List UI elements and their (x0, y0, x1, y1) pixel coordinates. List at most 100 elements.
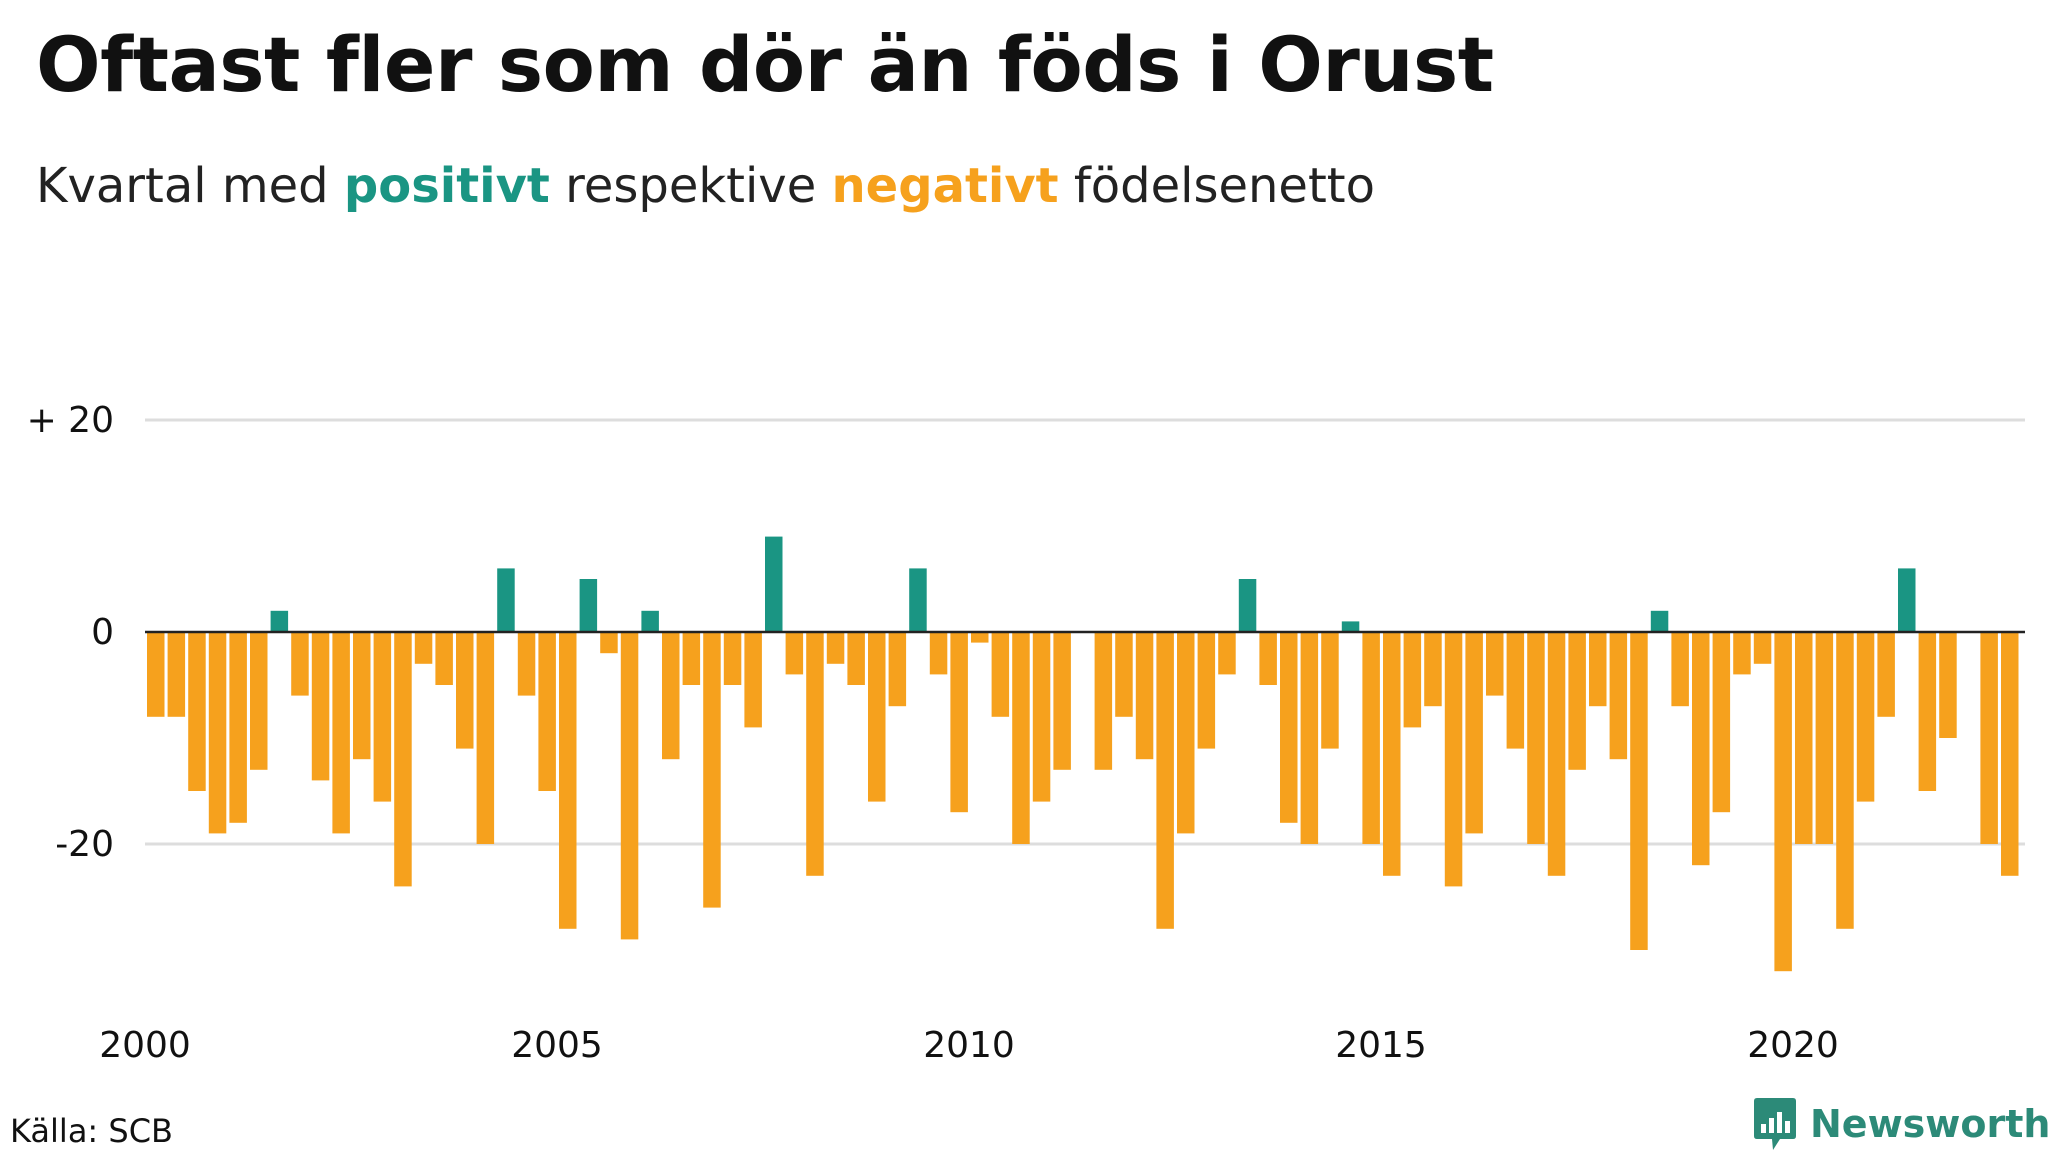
bar (1918, 632, 1937, 791)
bar (1403, 632, 1422, 728)
bar (208, 632, 227, 834)
brand-name: Newsworthy (1810, 1102, 2048, 1146)
bar (1939, 632, 1957, 738)
source-note: Källa: SCB (10, 1112, 173, 1150)
bar (826, 632, 845, 664)
bar (1053, 632, 1071, 770)
bar (1527, 632, 1545, 844)
chart-title: Oftast fler som dör än föds i Orust (36, 20, 1494, 109)
bar (1671, 632, 1689, 707)
bar (373, 632, 392, 802)
bar (1280, 632, 1298, 823)
bar (868, 632, 886, 802)
x-tick-label: 2010 (923, 1025, 1015, 1066)
bar (1589, 632, 1607, 707)
x-tick-label: 2000 (99, 1025, 191, 1066)
bar (1774, 632, 1792, 972)
bar (270, 610, 289, 632)
subtitle-suffix: födelsenetto (1058, 158, 1375, 214)
bar (147, 632, 165, 717)
bar (517, 632, 536, 696)
subtitle-middle: respektive (549, 158, 832, 214)
bar (785, 632, 804, 675)
x-tick-label: 2020 (1747, 1025, 1839, 1066)
bar (1733, 632, 1751, 675)
subtitle-prefix: Kvartal med (36, 158, 344, 214)
bar (1197, 632, 1216, 749)
bar (456, 632, 474, 749)
bar (2001, 632, 2019, 876)
bar (1898, 568, 1916, 632)
bar (1259, 632, 1277, 685)
bar (723, 632, 742, 685)
bar (1135, 632, 1154, 760)
bar (703, 632, 721, 908)
bar (1815, 632, 1834, 844)
bar (1094, 632, 1113, 770)
x-tick-label: 2005 (511, 1025, 603, 1066)
bar (394, 632, 412, 887)
x-tick-label: 2015 (1335, 1025, 1427, 1066)
y-axis-ticks: + 20 0 -20 (27, 400, 114, 865)
bar (971, 632, 989, 643)
bar (1630, 632, 1648, 950)
bar (1795, 632, 1813, 844)
bar (1238, 579, 1257, 632)
bar (950, 632, 968, 813)
bar (1877, 632, 1895, 717)
bar (188, 632, 206, 791)
bar (641, 610, 659, 632)
bar (1444, 632, 1463, 887)
x-axis-ticks: 2000 2005 2010 2015 2020 (99, 1025, 1839, 1066)
bar (1218, 632, 1236, 675)
gridlines (145, 418, 2025, 846)
bar (929, 632, 948, 675)
bar (806, 632, 824, 876)
bar (1177, 632, 1195, 834)
bar (1980, 632, 1998, 844)
bar-chart: + 20 0 -20 2000 2005 2010 2015 2020 (27, 400, 2025, 1066)
bar (600, 632, 618, 654)
bar (888, 632, 907, 707)
bar (1856, 632, 1875, 802)
bar (291, 632, 309, 696)
bar (1547, 632, 1566, 876)
bar (1650, 610, 1669, 632)
subtitle-negative-word: negativt (831, 158, 1059, 214)
bar (538, 632, 556, 791)
bar (1568, 632, 1586, 770)
bar (1032, 632, 1051, 802)
bar (579, 579, 598, 632)
bar (1300, 632, 1319, 844)
bar (250, 632, 268, 770)
subtitle-positive-word: positivt (343, 158, 550, 214)
bar (1383, 632, 1401, 876)
bar (1156, 632, 1174, 929)
bar (1321, 632, 1339, 749)
bar (991, 632, 1010, 717)
bar (414, 632, 433, 664)
bars (147, 536, 2019, 972)
bar (1609, 632, 1628, 760)
bar (1012, 632, 1030, 844)
bar (497, 568, 515, 632)
y-tick-label: + 20 (27, 400, 114, 441)
y-tick-label: 0 (91, 612, 114, 653)
bar (1712, 632, 1731, 813)
bar (476, 632, 495, 844)
y-tick-label: -20 (55, 824, 114, 865)
bar (559, 632, 577, 929)
bar (1341, 621, 1360, 632)
bar (1465, 632, 1483, 834)
bar (1115, 632, 1133, 717)
bar (662, 632, 680, 760)
bar (1506, 632, 1525, 749)
bar (1692, 632, 1710, 866)
bar (1362, 632, 1380, 844)
bar (620, 632, 639, 940)
brand-logo: Newsworthy (1752, 1094, 2048, 1154)
bar (167, 632, 186, 717)
bar (682, 632, 701, 685)
bar (744, 632, 762, 728)
bar (1753, 632, 1772, 664)
